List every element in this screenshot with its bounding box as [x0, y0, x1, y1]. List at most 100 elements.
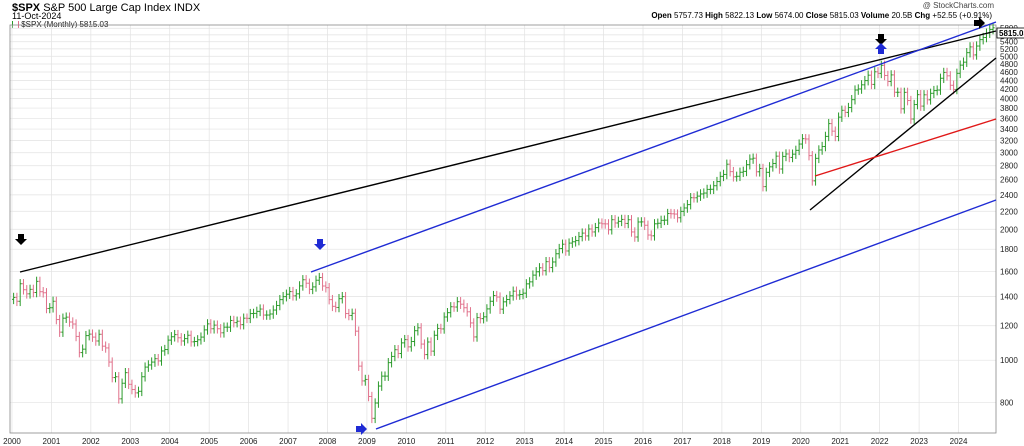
- volume-label: Volume: [860, 11, 890, 20]
- x-tick-label: 2009: [358, 437, 376, 446]
- ohlc-bar: [564, 239, 568, 256]
- ohlc-bar: [600, 218, 604, 229]
- ohlc-bar: [836, 112, 841, 142]
- ohlc-bar: [21, 279, 26, 295]
- plot-frame: [9, 24, 997, 434]
- ohlc-bar: [439, 323, 443, 334]
- ohlc-bar: [196, 335, 200, 347]
- ohlc-bar: [169, 332, 173, 345]
- ohlc-bar: [163, 344, 167, 356]
- ohlc-bar: [61, 313, 65, 337]
- y-tick-label: 5000: [1000, 52, 1018, 61]
- ohlc-bar: [639, 217, 643, 227]
- arrow-right-icon-2024: [974, 17, 985, 29]
- ohlc-bar: [718, 171, 722, 187]
- ohlc-bar: [205, 319, 210, 335]
- arrow-down-icon-2000: [15, 234, 27, 245]
- ohlc-bar: [396, 345, 400, 359]
- ohlc-bar: [127, 368, 131, 390]
- ohlc-bar: [386, 357, 390, 381]
- ohlc-bar: [347, 308, 351, 321]
- ohlc-bar: [675, 209, 680, 223]
- ohlc-bar: [896, 87, 900, 98]
- x-tick-label: 2008: [319, 437, 337, 446]
- ohlc-bar: [643, 217, 647, 231]
- x-tick-label: 2005: [200, 437, 218, 446]
- ohlc-bar: [235, 316, 239, 328]
- ohlc-bar: [278, 294, 282, 311]
- ohlc-bar: [343, 291, 348, 319]
- ohlc-bar: [965, 48, 969, 67]
- ohlc-bar: [44, 288, 49, 314]
- ohlc-bar: [728, 159, 732, 177]
- arrow-right-icon-2009: [356, 423, 367, 435]
- ohlc-bar: [426, 337, 430, 360]
- ohlc-bar: [18, 279, 22, 307]
- arrow-down-icon-2022: [875, 34, 887, 45]
- ohlc-bar: [153, 354, 157, 367]
- ohlc-bar: [912, 99, 916, 124]
- ohlc-bar: [251, 308, 256, 319]
- arrow-down-icon-2007: [314, 239, 326, 250]
- ohlc-bar: [656, 218, 660, 229]
- low-value: 5674.00: [774, 11, 804, 20]
- ohlc-bar: [961, 57, 966, 70]
- ohlc-bar: [357, 326, 361, 371]
- ohlc-bar: [843, 105, 847, 118]
- y-tick-label: 3800: [1000, 104, 1018, 113]
- ohlc-bar: [758, 163, 762, 177]
- ohlc-bar: [291, 286, 295, 301]
- ohlc-bar: [412, 326, 417, 347]
- ohlc-bar: [350, 308, 354, 321]
- ohlc-bar: [850, 95, 854, 113]
- ohlc-bar: [889, 70, 893, 87]
- x-tick-label: 2001: [43, 437, 61, 446]
- ohlc-bar: [324, 281, 328, 293]
- ohlc-bar: [209, 319, 213, 334]
- ohlc-bar: [334, 301, 338, 313]
- y-tick-label: 4200: [1000, 85, 1018, 94]
- ohlc-bar: [876, 67, 880, 79]
- ohlc-bar: [478, 312, 482, 324]
- ohlc-bar: [314, 275, 318, 292]
- ohlc-bar: [485, 304, 489, 322]
- ohlc-bar: [28, 284, 32, 299]
- ohlc-bar: [136, 386, 141, 398]
- low-label: Low: [756, 11, 773, 20]
- ohlc-bar: [71, 317, 75, 329]
- ohlc-bars: [12, 23, 995, 424]
- y-tick-label: 4400: [1000, 76, 1018, 85]
- ohlc-bar: [810, 150, 814, 186]
- ohlc-bar: [537, 263, 542, 277]
- ohlc-bar: [919, 89, 923, 111]
- x-tick-label: 2000: [3, 437, 21, 446]
- ohlc-bar: [942, 67, 946, 84]
- ohlc-bar: [274, 300, 279, 315]
- ohlc-bar: [403, 334, 407, 348]
- ohlc-bar: [238, 316, 242, 330]
- ohlc-bar: [225, 322, 229, 332]
- ohlc-bar: [846, 102, 851, 118]
- ohlc-bar: [113, 372, 118, 383]
- ohlc-bar: [123, 368, 127, 389]
- high-value: 5822.13: [725, 11, 755, 20]
- ohlc-bar: [787, 149, 791, 163]
- annotation-arrows: [15, 17, 985, 435]
- ohlc-bar: [715, 176, 719, 191]
- ohlc-bar: [833, 126, 837, 142]
- close-value: 5815.03: [829, 11, 859, 20]
- ohlc-bar: [166, 335, 170, 355]
- ohlc-bar: [511, 286, 515, 301]
- ohlc-bar: [915, 89, 920, 110]
- x-tick-label: 2010: [397, 437, 415, 446]
- ohlc-bar: [712, 181, 716, 195]
- y-tick-label: 2000: [1000, 225, 1018, 234]
- ohlc-bar: [958, 60, 962, 79]
- chg-label: Chg: [914, 11, 931, 20]
- ohlc-bar: [442, 312, 446, 334]
- ohlc-bar: [899, 87, 903, 114]
- ohlc-bar: [330, 294, 335, 312]
- ohlc-bar: [820, 141, 824, 155]
- ohlc-bar: [790, 149, 795, 163]
- ohlc-bar: [610, 215, 614, 235]
